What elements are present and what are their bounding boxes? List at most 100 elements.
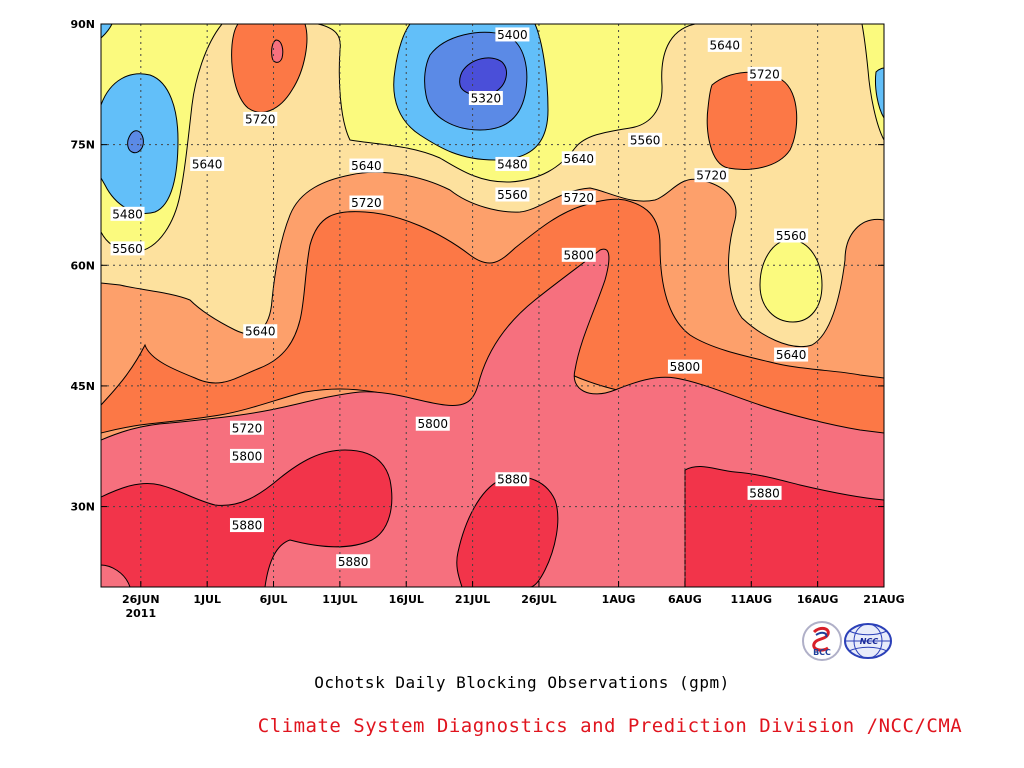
x-tick-label: 6JUL [260, 593, 288, 606]
contour-label-text: 5880 [749, 486, 780, 500]
contour-label: 5640 [561, 151, 596, 166]
contour-label-text: 5880 [338, 555, 369, 569]
contour-fills [101, 24, 884, 587]
chart-title: Ochotsk Daily Blocking Observations (gpm… [314, 673, 729, 692]
contour-label-bg [349, 158, 384, 173]
contour-label-text: 5560 [497, 188, 528, 202]
x-tick-label: 1JUL [193, 593, 221, 606]
fill-5880-corner [101, 564, 131, 587]
y-tick-label: 45N [70, 380, 95, 393]
fill-5400-5480d [875, 67, 884, 119]
contour-label-bg [747, 485, 782, 500]
fill-5320-5400 [127, 130, 144, 154]
x-tick-label: 21AUG [863, 593, 904, 606]
contour-label-bg [561, 190, 596, 205]
x-tick-label: 6AUG [668, 593, 702, 606]
x-tick-label: 21JUL [455, 593, 490, 606]
contour-label: 5640 [707, 37, 742, 52]
y-tick-label: 75N [70, 139, 95, 152]
contour-label-text: 5720 [245, 112, 276, 126]
contour-label-bg [694, 168, 729, 183]
contour-label: 5800 [561, 247, 596, 262]
contour-label: 5720 [747, 66, 782, 81]
contour-label: 5480 [110, 206, 145, 221]
ncc-logo: NCC [844, 623, 892, 659]
contour-label-bg [561, 151, 596, 166]
contour-label-text: 5480 [112, 207, 143, 221]
contour-label-bg [495, 156, 530, 171]
contour-label-text: 5880 [232, 519, 263, 533]
contour-label-bg [415, 416, 450, 431]
contour-label: 5720 [694, 168, 729, 183]
bcc-logo-text: BCC [813, 648, 831, 657]
contour-label: 5640 [774, 347, 809, 362]
contour-label-bg [229, 420, 264, 435]
contour-label-bg [243, 111, 278, 126]
contour-label: 5640 [190, 156, 225, 171]
contour-label-text: 5800 [670, 360, 701, 374]
contour-label-bg [110, 206, 145, 221]
contour-label: 5560 [495, 187, 530, 202]
contour-label: 5720 [349, 195, 384, 210]
contour-label-bg [628, 132, 663, 147]
contour-label-bg [747, 66, 782, 81]
contour-label-bg [243, 324, 278, 339]
bcc-logo: BCC [802, 621, 842, 661]
contour-label-text: 5640 [192, 157, 223, 171]
contour-label: 5480 [495, 156, 530, 171]
contour-label-text: 5880 [497, 473, 528, 487]
contour-label: 5880 [747, 485, 782, 500]
contour-label: 5720 [243, 111, 278, 126]
contour-label-text: 5640 [776, 348, 807, 362]
contour-label-bg [495, 187, 530, 202]
contour-label: 5560 [110, 241, 145, 256]
contour-label-bg [468, 90, 503, 105]
contour-label-text: 5640 [563, 152, 594, 166]
contour-label-bg [229, 448, 264, 463]
contour-label: 5720 [229, 420, 264, 435]
contour-label-text: 5640 [245, 325, 276, 339]
fill-5480-5560c [861, 24, 884, 141]
contour-label: 5560 [628, 132, 663, 147]
contour-label-text: 5640 [709, 38, 740, 52]
x-tick-label: 26JUN [122, 593, 160, 606]
x-tick-label: 11JUL [322, 593, 357, 606]
contour-label-bg [707, 37, 742, 52]
contour-label: 5880 [495, 472, 530, 487]
fill-5800-island [271, 39, 284, 63]
contour-label-text: 5560 [112, 242, 143, 256]
contour-label-bg [110, 241, 145, 256]
contour-label-text: 5800 [563, 248, 594, 262]
contour-label: 5640 [349, 158, 384, 173]
contour-label-text: 5720 [563, 191, 594, 205]
contour-label: 5400 [495, 27, 530, 42]
fill-5560-island [759, 239, 823, 323]
y-axis: 30N 45N 60N 75N 90N [70, 18, 884, 514]
plot-frame [100, 23, 885, 588]
contour-label: 5720 [561, 190, 596, 205]
contour-label: 5320 [468, 90, 503, 105]
contour-label-text: 5720 [232, 421, 263, 435]
contour-label-text: 5720 [749, 67, 780, 81]
contour-label-bg [667, 359, 702, 374]
x-tick-year: 2011 [126, 607, 157, 620]
contour-label: 5800 [667, 359, 702, 374]
contour-label-text: 5800 [232, 449, 263, 463]
contour-label-bg [349, 195, 384, 210]
contour-label-text: 5560 [630, 133, 661, 147]
fill-5720-5800b [706, 71, 798, 170]
contour-label: 5560 [774, 228, 809, 243]
x-tick-label: 1AUG [602, 593, 636, 606]
contour-label-bg [495, 27, 530, 42]
contour-label: 5800 [229, 448, 264, 463]
contour-label-text: 5400 [497, 28, 528, 42]
contour-label-text: 5720 [696, 169, 727, 183]
contour-label-text: 5320 [471, 91, 502, 105]
contour-label-text: 5720 [351, 196, 382, 210]
contour-label-text: 5800 [418, 417, 449, 431]
contour-label-bg [774, 347, 809, 362]
x-tick-label: 11AUG [731, 593, 772, 606]
y-tick-label: 30N [70, 501, 95, 514]
